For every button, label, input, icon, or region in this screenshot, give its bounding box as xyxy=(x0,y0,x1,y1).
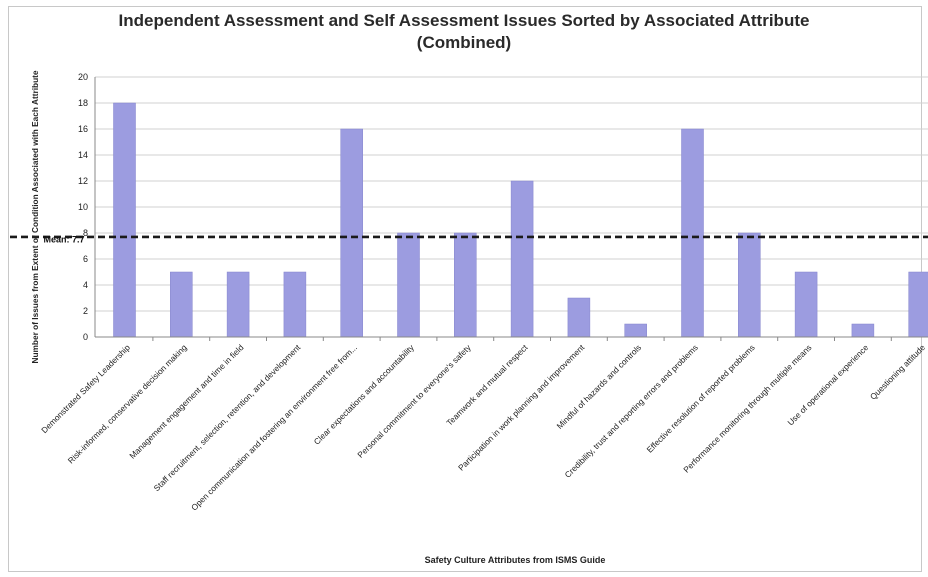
chart-title: Independent Assessment and Self Assessme… xyxy=(0,10,928,54)
x-tick-label: Participation in work planning and impro… xyxy=(456,342,587,473)
bar xyxy=(738,232,761,338)
y-tick-label: 2 xyxy=(83,306,88,316)
bar xyxy=(226,271,250,338)
y-axis-label: Number of Issues from Extent of Conditio… xyxy=(30,70,40,363)
x-tick-label: Clear expectations and accountability xyxy=(312,342,417,447)
mean-line-group: Mean: 7.7 xyxy=(10,234,928,244)
chart-title-line-1: Independent Assessment and Self Assessme… xyxy=(118,11,810,30)
bar xyxy=(851,323,875,338)
y-tick-label: 10 xyxy=(78,202,88,212)
y-tick-label: 8 xyxy=(83,228,88,238)
axes xyxy=(94,77,928,341)
bar xyxy=(454,232,477,338)
x-tick-label: Effective resolution of reported problem… xyxy=(644,342,756,454)
x-tick-label: Management engagement and time in field xyxy=(127,342,246,461)
bar xyxy=(624,323,647,338)
bar xyxy=(340,128,363,338)
bar xyxy=(567,297,591,338)
bar xyxy=(170,271,193,338)
bar xyxy=(283,271,307,338)
bar xyxy=(908,271,928,338)
bar xyxy=(113,102,136,338)
mean-label: Mean: 7.7 xyxy=(43,234,84,244)
x-tick-label: Performance monitoring through multiple … xyxy=(681,342,813,474)
y-tick-labels: 0 2 4 6 8 10 12 14 16 18 20 xyxy=(78,72,88,342)
x-tick-label: Demonstrated Safety Leadership xyxy=(39,342,132,435)
bar xyxy=(794,271,818,338)
x-tick-label: Questioning attitude xyxy=(868,342,928,402)
y-tick-label: 12 xyxy=(78,176,88,186)
y-tick-label: 0 xyxy=(83,332,88,342)
bar xyxy=(397,232,420,338)
chart-title-line-2: (Combined) xyxy=(416,33,512,52)
bar xyxy=(510,180,534,338)
x-axis-label: Safety Culture Attributes from ISMS Guid… xyxy=(424,555,606,565)
x-tick-label: Personal commitment to everyone's safety xyxy=(355,342,473,460)
x-tick-label: Risk-informed, conservative decision mak… xyxy=(66,342,189,465)
y-tick-label: 18 xyxy=(78,98,88,108)
x-tick-labels: Demonstrated Safety LeadershipRisk-infor… xyxy=(39,342,927,513)
y-tick-label: 20 xyxy=(78,72,88,82)
y-tick-label: 4 xyxy=(83,280,88,290)
y-tick-label: 14 xyxy=(78,150,88,160)
y-tick-label: 16 xyxy=(78,124,88,134)
bar xyxy=(681,128,704,338)
y-tick-label: 6 xyxy=(83,254,88,264)
x-tick-label: Credibility, trust and reporting errors … xyxy=(563,342,700,479)
bars xyxy=(113,102,928,338)
